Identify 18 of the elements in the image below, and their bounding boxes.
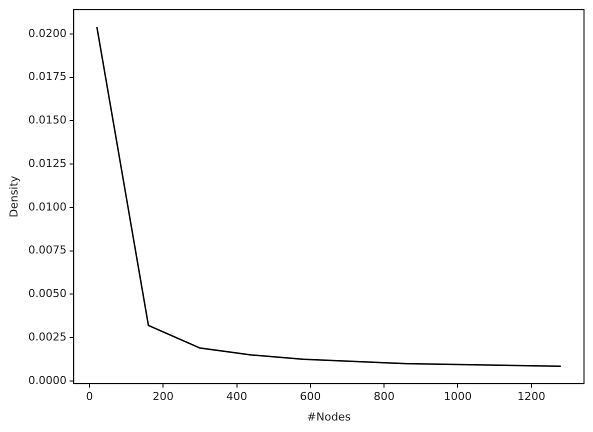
y-tick-label: 0.0100 bbox=[28, 200, 67, 214]
y-tick-label: 0.0125 bbox=[28, 156, 67, 170]
y-axis-title: Density bbox=[7, 175, 20, 218]
y-tick-label: 0.0000 bbox=[28, 374, 67, 387]
x-tick-label: 0 bbox=[86, 390, 94, 404]
y-tick-label: 0.0050 bbox=[28, 287, 67, 300]
y-tick-label: 0.0200 bbox=[28, 26, 67, 40]
y-tick-label: 0.0025 bbox=[28, 330, 67, 344]
x-tick-label: 200 bbox=[152, 390, 174, 404]
x-axis-title: #Nodes bbox=[307, 410, 351, 424]
x-tick-label: 600 bbox=[300, 390, 321, 404]
y-tick-label: 0.0150 bbox=[28, 114, 67, 127]
y-tick-label: 0.0075 bbox=[28, 244, 67, 257]
x-tick-label: 1200 bbox=[517, 390, 546, 404]
x-tick-label: 800 bbox=[374, 390, 395, 404]
x-tick-label: 400 bbox=[226, 390, 248, 404]
y-tick-label: 0.0175 bbox=[28, 70, 67, 84]
x-tick-label: 1000 bbox=[444, 390, 472, 404]
